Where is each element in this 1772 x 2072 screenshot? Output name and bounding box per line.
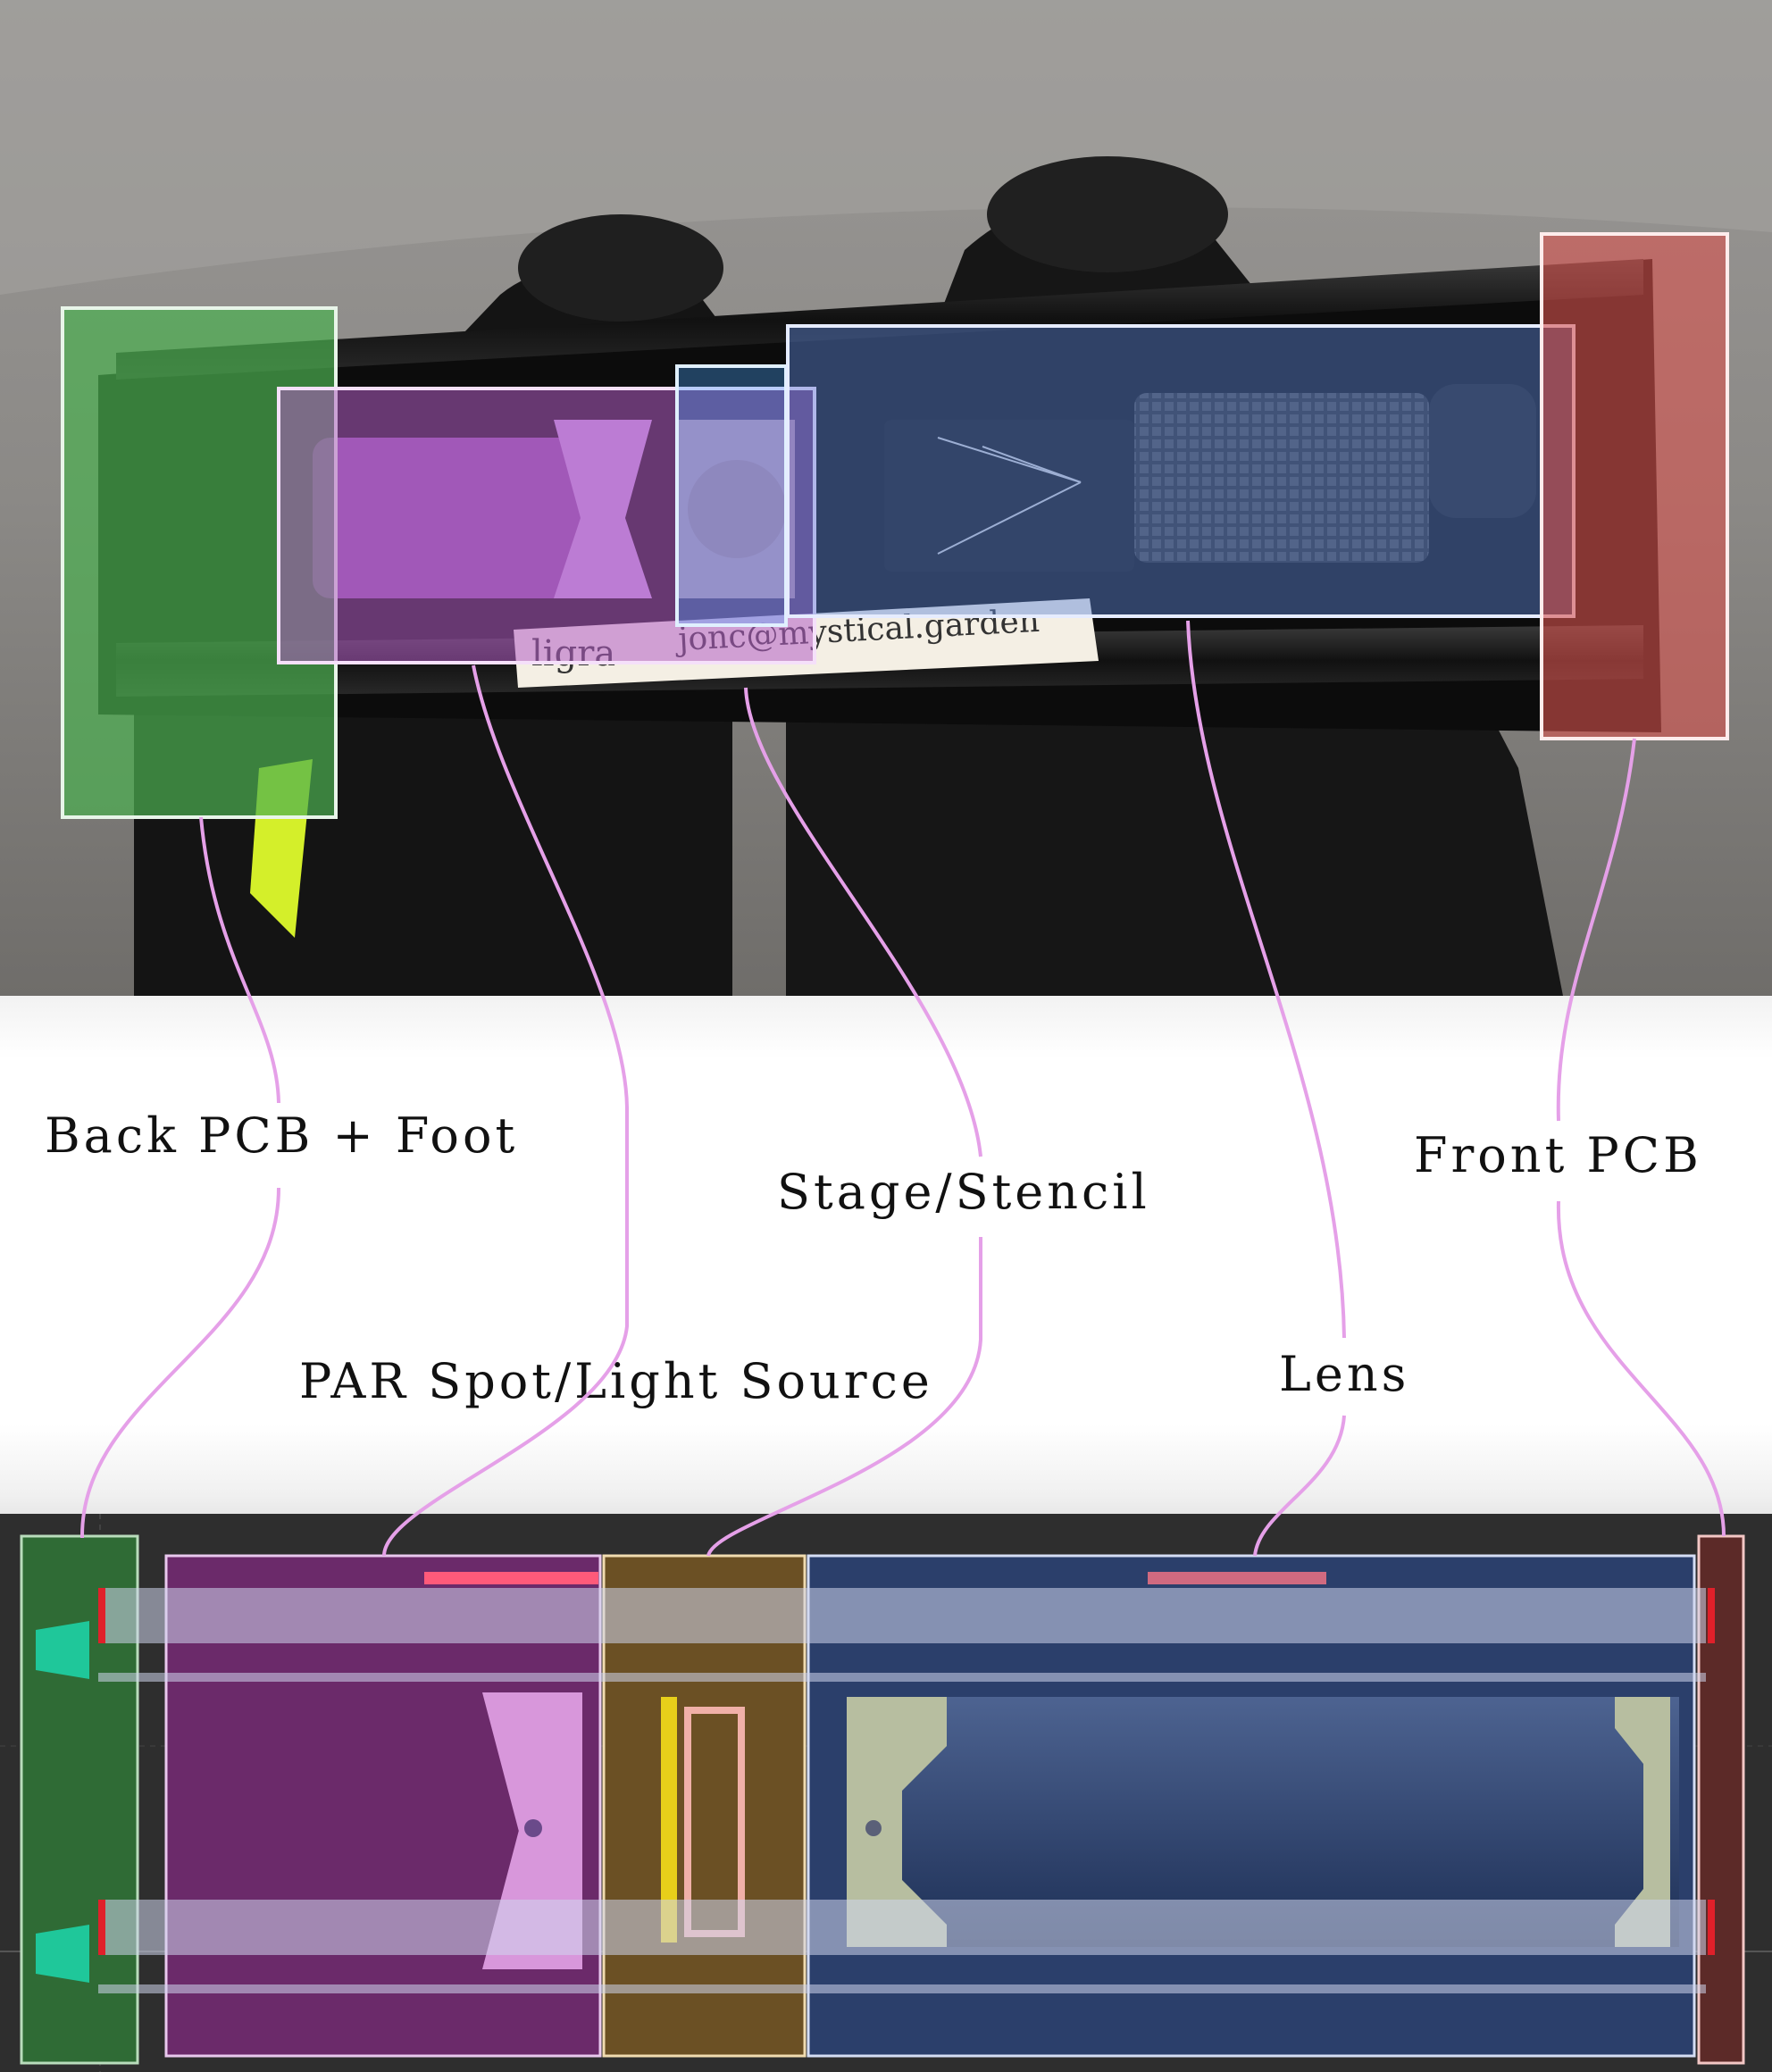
label-stage: Stage/Stencil [777,1164,1150,1220]
top-rail [116,259,1643,380]
label-par-spot: PAR Spot/Light Source [299,1353,933,1409]
cad-lens-marker [1148,1572,1326,1584]
overlay-front-pcb [1540,232,1729,740]
cad-foot-bottom [36,1925,89,1983]
overlay-par-spot [277,387,816,664]
label-lens: Lens [1279,1346,1410,1402]
overlay-stage [675,364,788,627]
cad-lens-mount-front [1615,1697,1670,1947]
label-area [0,996,1772,1514]
cad-cross-section [0,1514,1772,2072]
cad-foot-top [36,1621,89,1679]
annotated-photo: ligra jonc@mystical.garden [0,0,1772,996]
overlay-lens [786,324,1576,618]
lens-barrel [884,420,1134,572]
label-back-pcb: Back PCB + Foot [45,1107,519,1164]
cad-rail-bottom [98,1900,1706,1955]
cad-par-marker [424,1572,598,1584]
cad-stage-gear [661,1697,677,1942]
cad-rail-top [98,1588,1706,1643]
lens-grip [1134,393,1429,563]
cad-lens-mount-rear [847,1697,947,1947]
label-front-pcb: Front PCB [1414,1127,1702,1183]
